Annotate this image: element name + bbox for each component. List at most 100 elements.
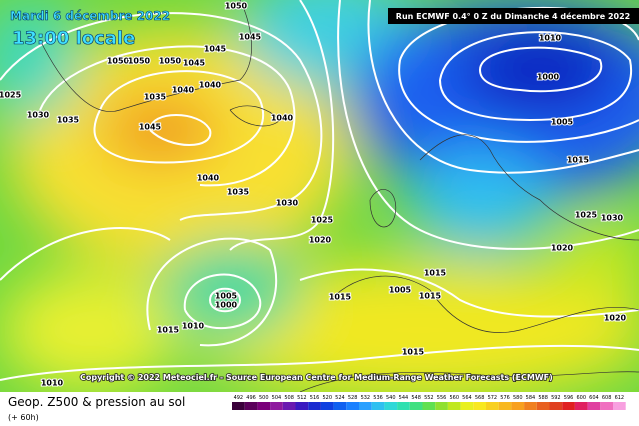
scale-swatch	[244, 402, 258, 410]
isobar-label: 1045	[204, 45, 227, 54]
scale-label: 596	[564, 395, 574, 401]
isobar-label: 1000	[215, 301, 238, 310]
isobars	[0, 0, 639, 381]
scale-label: 604	[589, 395, 599, 401]
scale-swatch	[257, 402, 271, 410]
isobar-label: 1035	[57, 116, 80, 125]
scale-swatch	[600, 402, 613, 410]
scale-swatch	[524, 402, 537, 410]
isobar-label: 1015	[402, 348, 425, 357]
scale-label: 608	[602, 395, 612, 401]
isobar-label: 1005	[389, 286, 412, 295]
isobar-label: 1050	[128, 57, 151, 66]
scale-swatch	[295, 402, 309, 410]
isobar-label: 1020	[551, 244, 574, 253]
isobar-label: 1050	[107, 57, 130, 66]
isobar-label: 1020	[604, 314, 627, 323]
scale-label: 568	[475, 395, 485, 401]
isobar-label: 1040	[172, 86, 195, 95]
scale-label: 512	[297, 395, 307, 401]
scale-swatch	[549, 402, 563, 410]
scale-label: 516	[310, 395, 320, 401]
scale-swatch	[282, 402, 296, 410]
isobar-label: 1015	[329, 293, 352, 302]
isobar-label: 1040	[271, 114, 294, 123]
isobar-label: 1030	[276, 199, 299, 208]
scale-swatch	[536, 402, 550, 410]
scale-label: 600	[576, 395, 586, 401]
isobar-label: 1010	[182, 322, 205, 331]
isobar-label: 1045	[239, 33, 262, 42]
isobar-label: 1040	[197, 174, 220, 183]
isobar-label: 1045	[139, 123, 162, 132]
isobar-label: 1035	[227, 188, 250, 197]
copyright: Copyright © 2022 Meteociel.fr - Source E…	[80, 373, 553, 382]
scale-swatch	[511, 402, 525, 410]
scale-swatch	[270, 402, 283, 410]
isobar-label: 1010	[539, 34, 562, 43]
scale-swatch	[320, 402, 334, 410]
isobar-label: 1030	[601, 214, 624, 223]
scale-swatch	[371, 402, 385, 410]
forecast-time: 13:00 locale	[12, 28, 135, 49]
scale-swatch	[384, 402, 398, 410]
isobar-label: 1035	[144, 93, 167, 102]
isobar-label: 1015	[157, 326, 180, 335]
scale-swatch	[359, 402, 372, 410]
scale-label: 592	[551, 395, 561, 401]
scale-label: 500	[259, 395, 269, 401]
isobar-label: 1025	[0, 91, 22, 100]
scale-label: 524	[335, 395, 345, 401]
scale-label: 572	[488, 395, 498, 401]
footer-subtitle: (+ 60h)	[8, 413, 39, 422]
scale-swatch	[435, 402, 448, 410]
scale-label: 508	[284, 395, 294, 401]
scale-swatch	[422, 402, 436, 410]
scale-swatch	[460, 402, 474, 410]
scale-label: 548	[411, 395, 421, 401]
scale-label: 560	[449, 395, 459, 401]
isobar-label: 1015	[424, 269, 447, 278]
scale-label: 528	[348, 395, 358, 401]
color-scale: 492 496 500 504 508 512 516 520 524 528 532 536 540 5…	[232, 395, 626, 410]
scale-swatch	[486, 402, 499, 410]
scale-swatch	[232, 402, 245, 410]
scale-label: 532	[361, 395, 371, 401]
isobar-label: 1015	[567, 156, 590, 165]
isobar-label: 1015	[419, 292, 442, 301]
scale-swatch	[447, 402, 461, 410]
scale-swatch	[397, 402, 410, 410]
run-info: Run ECMWF 0.4° 0 Z du Dimanche 4 décembr…	[396, 11, 630, 21]
isobar-label: 1005	[551, 118, 574, 127]
scale-swatch	[613, 402, 626, 410]
isobar-label: 1025	[311, 216, 334, 225]
scale-label: 540	[386, 395, 396, 401]
scale-label: 552	[424, 395, 434, 401]
scale-label: 612	[615, 395, 625, 401]
scale-label: 504	[272, 395, 282, 401]
scale-label: 556	[437, 395, 447, 401]
isobar-label: 1005	[215, 292, 238, 301]
scale-swatch	[498, 402, 512, 410]
scale-swatch	[409, 402, 423, 410]
scale-label: 580	[513, 395, 523, 401]
scale-label: 492	[234, 395, 244, 401]
scale-label: 588	[538, 395, 548, 401]
isobar-label: 1000	[537, 73, 560, 82]
isobar-label: 1050	[159, 57, 182, 66]
scale-swatch	[574, 402, 588, 410]
scale-label: 564	[462, 395, 472, 401]
isobar-label: 1030	[27, 111, 50, 120]
scale-swatch	[587, 402, 601, 410]
footer-title: Geop. Z500 & pression au sol	[8, 395, 185, 409]
forecast-date: Mardi 6 décembre 2022	[10, 9, 170, 23]
scale-label: 584	[526, 395, 536, 401]
scale-swatch	[346, 402, 359, 410]
isobar-label: 1010	[41, 379, 64, 388]
isobar-label: 1025	[575, 211, 598, 220]
coastlines	[39, 0, 639, 392]
isobar-label: 1020	[309, 236, 332, 245]
scale-label: 544	[399, 395, 409, 401]
